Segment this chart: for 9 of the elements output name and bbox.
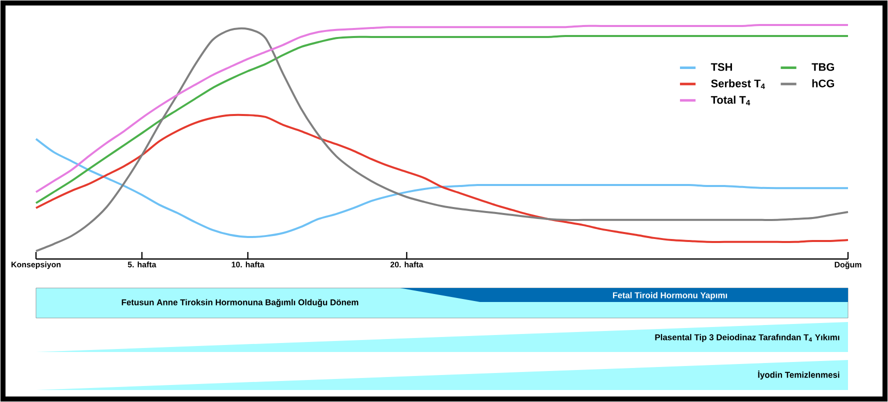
text: İyodin Temizlenmesi <box>758 370 840 380</box>
text: Fetal Tiroid Hormonu Yapımı <box>613 292 727 300</box>
legend-label: TBG <box>812 63 834 71</box>
legend-label: Total T$_{4}$ <box>710 96 750 106</box>
text: Plasental Tip 3 Deiodinaz Tarafından T$_{4}$ Yıkımı <box>655 334 840 342</box>
text: Fetusun Anne Tiroksin Hormonuna Bağımlı Olduğu Dönem <box>122 298 358 308</box>
legend-label: hCG <box>812 79 834 88</box>
legend-label: Serbest T$_{4}$ <box>711 79 765 89</box>
legend-label: TSH <box>710 63 732 71</box>
